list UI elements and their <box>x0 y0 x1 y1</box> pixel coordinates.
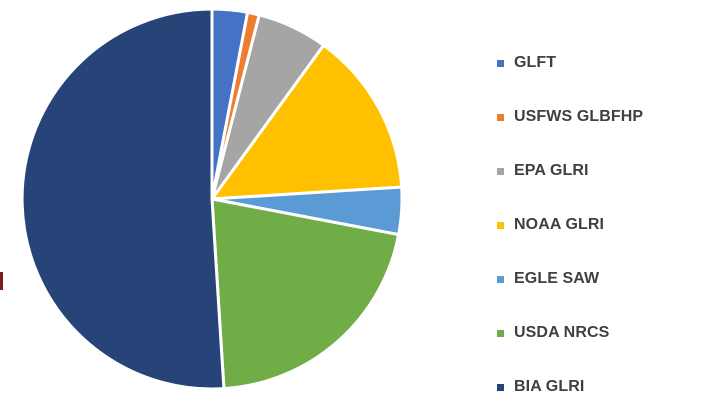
pie-slice-bia-glri <box>20 7 226 391</box>
legend-swatch-usda-nrcs <box>497 329 504 337</box>
legend-swatch-epa-glri <box>497 167 504 175</box>
legend-item-epa-glri: EPA GLRI <box>497 144 702 198</box>
legend-label-bia-glri: BIA GLRI <box>514 378 585 395</box>
pie-plot <box>20 7 404 391</box>
legend-label-epa-glri: EPA GLRI <box>514 162 589 179</box>
legend-item-bia-glri: BIA GLRI <box>497 360 702 414</box>
legend-item-usfws-glbfhp: USFWS GLBFHP <box>497 90 702 144</box>
legend-label-glft: GLFT <box>514 54 557 71</box>
legend-swatch-glft <box>497 59 504 67</box>
legend-label-noaa-glri: NOAA GLRI <box>514 216 605 233</box>
legend-swatch-usfws-glbfhp <box>497 113 504 121</box>
legend-item-egle-saw: EGLE SAW <box>497 252 702 306</box>
legend-item-glft: GLFT <box>497 36 702 90</box>
pie-slice-noaa-glri <box>210 43 404 201</box>
legend-item-noaa-glri: NOAA GLRI <box>497 198 702 252</box>
legend-label-usda-nrcs: USDA NRCS <box>514 324 610 341</box>
pie-slice-usda-nrcs <box>210 197 401 391</box>
legend-swatch-egle-saw <box>497 275 504 283</box>
legend-label-usfws-glbfhp: USFWS GLBFHP <box>514 108 644 125</box>
legend-swatch-noaa-glri <box>497 221 504 229</box>
legend-label-egle-saw: EGLE SAW <box>514 270 600 287</box>
cropped-edge-mark <box>0 272 3 290</box>
pie-chart: GLFT USFWS GLBFHP EPA GLRI NOAA GLRI EGL… <box>0 7 643 395</box>
legend-swatch-bia-glri <box>497 383 504 391</box>
legend: GLFT USFWS GLBFHP EPA GLRI NOAA GLRI EGL… <box>497 36 702 414</box>
legend-item-usda-nrcs: USDA NRCS <box>497 306 702 360</box>
